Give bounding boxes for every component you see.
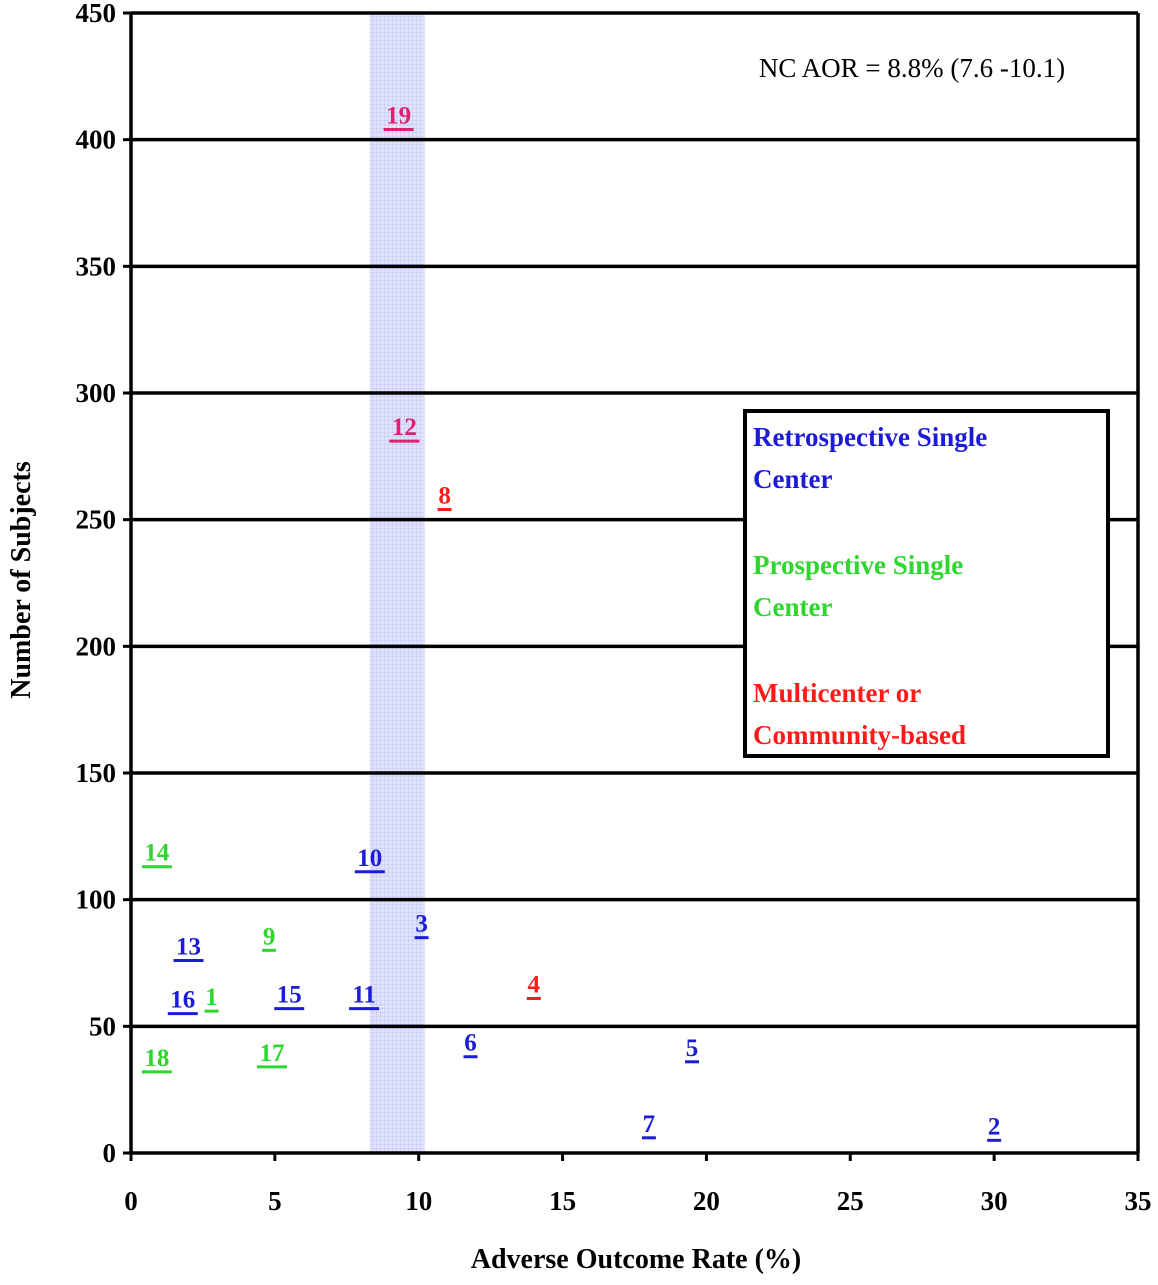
point-label-6: 6	[464, 1030, 477, 1057]
x-tick-label: 15	[549, 1186, 576, 1216]
y-tick-label: 350	[76, 251, 117, 281]
x-tick-label: 35	[1125, 1186, 1152, 1216]
point-label-5: 5	[686, 1035, 699, 1062]
point-label-16: 16	[170, 987, 195, 1014]
point-label-4: 4	[528, 971, 541, 998]
legend-item-2-line2: Center	[753, 592, 832, 622]
frame-layer	[129, 11, 1140, 1155]
x-tick-label: 5	[268, 1186, 282, 1216]
y-tick-label: 250	[76, 505, 117, 535]
point-label-18: 18	[144, 1045, 169, 1072]
y-axis-title: Number of Subjects	[6, 461, 37, 699]
point-label-14: 14	[144, 840, 170, 867]
band-layer	[369, 13, 425, 1153]
point-label-7: 7	[643, 1111, 656, 1138]
legend-item-3-line1: Multicenter or	[753, 678, 921, 708]
y-tick-label: 100	[76, 885, 117, 915]
y-tick-label: 300	[76, 378, 117, 408]
legend: Retrospective Single Center Prospective Si…	[743, 409, 1110, 758]
point-label-1: 1	[205, 984, 218, 1011]
x-axis-title: Adverse Outcome Rate (%)	[471, 1244, 801, 1275]
shaded-band	[369, 13, 425, 1153]
point-label-11: 11	[352, 982, 376, 1009]
y-tick-label: 450	[76, 0, 117, 28]
x-tick-label: 30	[981, 1186, 1008, 1216]
point-label-3: 3	[415, 911, 428, 938]
x-tick-label: 25	[837, 1186, 864, 1216]
y-tick-label: 400	[76, 125, 117, 155]
y-tick-label: 50	[89, 1011, 116, 1041]
legend-item-1-line1: Retrospective Single	[753, 422, 987, 452]
legend-item-2-line1: Prospective Single	[753, 550, 963, 580]
point-label-2: 2	[988, 1113, 1001, 1140]
point-label-10: 10	[357, 845, 382, 872]
point-layer: 19 12 8 4 14 9 1 18 17 10 13 3 16 15 11 6 5 7 2	[141, 103, 1002, 1142]
x-tick-label: 10	[405, 1186, 432, 1216]
legend-item-1-line2: Center	[753, 464, 832, 494]
point-label-9: 9	[263, 923, 276, 950]
y-tick-label: 150	[76, 758, 117, 788]
y-tick-label: 200	[76, 631, 117, 661]
point-label-15: 15	[277, 982, 302, 1009]
x-tick-label: 0	[124, 1186, 138, 1216]
grid-layer	[131, 137, 1138, 1029]
annotation-text: NC AOR = 8.8% (7.6 -10.1)	[759, 53, 1065, 83]
point-label-13: 13	[176, 933, 201, 960]
point-label-19: 19	[386, 103, 411, 130]
legend-box	[743, 409, 1110, 758]
x-tick-label: 20	[693, 1186, 720, 1216]
legend-item-3-line2: Community-based	[753, 720, 966, 750]
point-label-17: 17	[259, 1040, 284, 1067]
point-label-8: 8	[438, 483, 451, 510]
point-label-12: 12	[392, 414, 417, 441]
y-tick-label: 0	[103, 1138, 117, 1168]
